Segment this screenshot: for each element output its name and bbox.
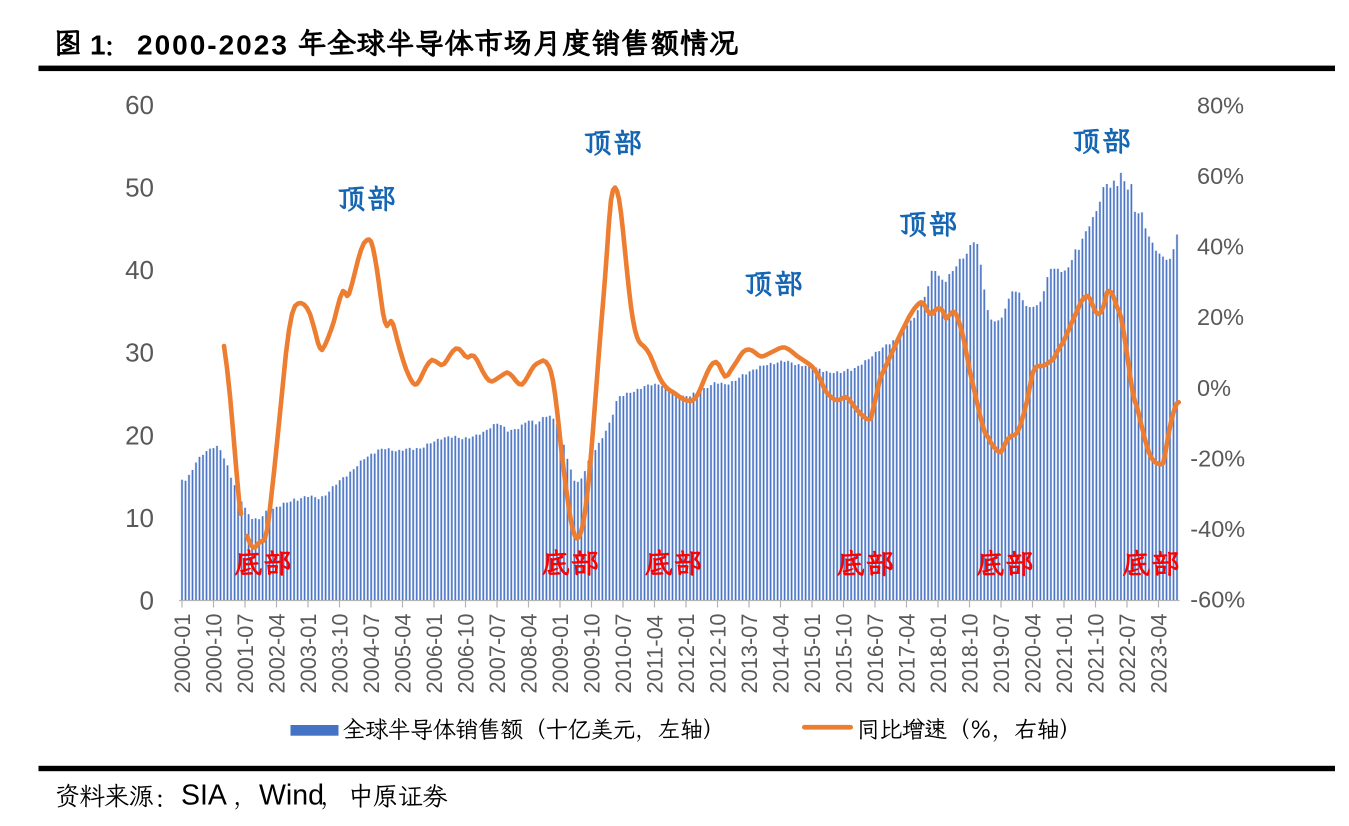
svg-text:2007-07: 2007-07 <box>485 614 510 694</box>
svg-text:2003-10: 2003-10 <box>327 614 352 694</box>
svg-text:2009-01: 2009-01 <box>548 614 573 694</box>
svg-text:2022-07: 2022-07 <box>1115 614 1140 694</box>
svg-text:30: 30 <box>125 338 154 368</box>
svg-text:2023-04: 2023-04 <box>1146 614 1171 694</box>
svg-text:0: 0 <box>140 586 154 616</box>
svg-text:50: 50 <box>125 173 154 203</box>
svg-text:2017-04: 2017-04 <box>894 614 919 694</box>
svg-text:2014-04: 2014-04 <box>768 614 793 694</box>
svg-text:2009-10: 2009-10 <box>579 614 604 694</box>
svg-text:2018-10: 2018-10 <box>957 614 982 694</box>
svg-text:80%: 80% <box>1197 93 1244 119</box>
svg-text:2010-07: 2010-07 <box>611 614 636 694</box>
svg-text:2015-01: 2015-01 <box>800 614 825 694</box>
svg-text:2004-07: 2004-07 <box>359 614 384 694</box>
svg-text:2000-01: 2000-01 <box>170 614 195 694</box>
svg-text:-40%: -40% <box>1190 516 1245 542</box>
svg-text:20: 20 <box>125 420 154 450</box>
svg-text:2002-04: 2002-04 <box>264 614 289 694</box>
svg-text:60: 60 <box>125 90 154 120</box>
svg-text:1: 1 <box>90 30 106 61</box>
svg-text:2006-10: 2006-10 <box>453 614 478 694</box>
svg-text:-20%: -20% <box>1190 445 1245 471</box>
svg-text:2012-01: 2012-01 <box>674 614 699 694</box>
svg-text:2012-10: 2012-10 <box>705 614 730 694</box>
svg-text:2021-10: 2021-10 <box>1083 614 1108 694</box>
svg-text:20%: 20% <box>1197 304 1244 330</box>
svg-text:-60%: -60% <box>1190 586 1245 612</box>
svg-text:Wind: Wind <box>259 780 324 812</box>
svg-text:2021-01: 2021-01 <box>1052 614 1077 694</box>
svg-text:2005-04: 2005-04 <box>390 614 415 694</box>
svg-text:2001-07: 2001-07 <box>233 614 258 694</box>
svg-text:2000-10: 2000-10 <box>201 614 226 694</box>
svg-text:2019-07: 2019-07 <box>989 614 1014 694</box>
svg-text:SIA: SIA <box>181 780 227 812</box>
svg-text:60%: 60% <box>1197 163 1244 189</box>
svg-text:2016-07: 2016-07 <box>863 614 888 694</box>
svg-text:2015-10: 2015-10 <box>831 614 856 694</box>
svg-text:2008-04: 2008-04 <box>516 614 541 694</box>
svg-text:40: 40 <box>125 255 154 285</box>
svg-text:40%: 40% <box>1197 234 1244 260</box>
svg-text:10: 10 <box>125 503 154 533</box>
svg-text:2011-04: 2011-04 <box>642 615 667 693</box>
svg-text:2000-2023: 2000-2023 <box>137 30 289 61</box>
svg-text:2013-07: 2013-07 <box>737 614 762 694</box>
svg-text:2018-01: 2018-01 <box>926 614 951 694</box>
svg-text:2020-04: 2020-04 <box>1020 614 1045 694</box>
svg-text:2003-01: 2003-01 <box>296 614 321 694</box>
svg-text:0%: 0% <box>1197 375 1231 401</box>
svg-text:2006-01: 2006-01 <box>422 614 447 694</box>
